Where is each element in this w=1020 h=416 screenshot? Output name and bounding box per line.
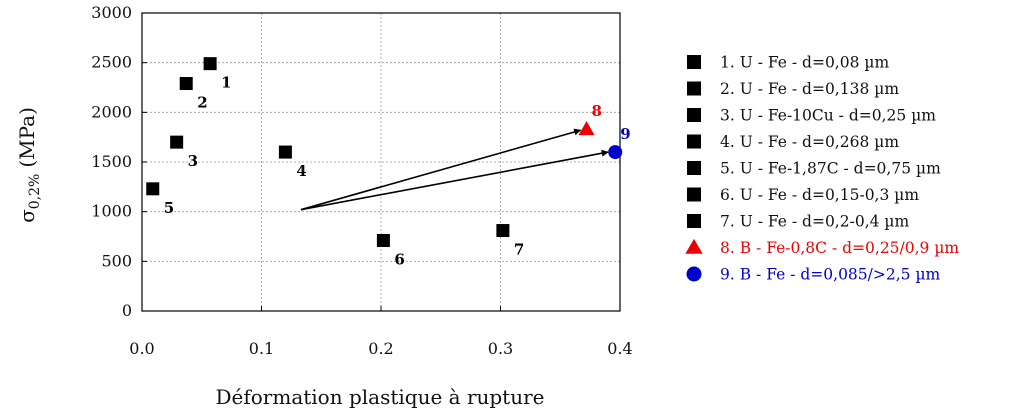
- x-tick-label: 0.4: [607, 339, 632, 358]
- data-point-8: [578, 121, 595, 136]
- y-axis-title-sub: 0,2%: [27, 174, 43, 210]
- point-label-7: 7: [514, 241, 524, 259]
- y-tick-label: 0: [122, 301, 132, 320]
- legend-entry-3: 3. U - Fe-10Cu - d=0,25 µm: [720, 107, 936, 125]
- y-axis-title: σ0,2% (MPa): [15, 107, 43, 223]
- x-axis-title: Déformation plastique à rupture: [215, 385, 544, 409]
- legend-marker-5: [687, 161, 701, 175]
- legend-entry-9: 9. B - Fe - d=0,085/>2,5 µm: [720, 266, 941, 284]
- point-label-1: 1: [221, 74, 231, 92]
- data-point-3: [170, 135, 184, 149]
- gridlines: [142, 13, 620, 311]
- annotation-arrows: [300, 128, 609, 211]
- data-point-4: [278, 145, 292, 159]
- point-label-9: 9: [620, 125, 630, 143]
- x-tick-label: 0.2: [368, 339, 393, 358]
- y-tick-label: 500: [101, 251, 132, 270]
- legend-entry-7: 7. U - Fe - d=0,2-0,4 µm: [720, 213, 909, 231]
- legend-marker-7: [687, 214, 701, 228]
- legend-marker-4: [687, 134, 701, 149]
- annotation-arrow: [300, 149, 609, 211]
- legend-entry-1: 1. U - Fe - d=0,08 µm: [720, 54, 889, 72]
- data-point-9: [608, 145, 623, 160]
- legend-marker-8: [685, 238, 703, 254]
- legend: 1. U - Fe - d=0,08 µm 2. U - Fe - d=0,138…: [685, 54, 959, 284]
- point-label-4: 4: [296, 162, 306, 180]
- y-axis-title-unit: (MPa): [15, 107, 39, 168]
- legend-entry-6: 6. U - Fe - d=0,15-0,3 µm: [720, 186, 919, 204]
- point-label-3: 3: [188, 152, 198, 170]
- legend-entry-5: 5. U - Fe-1,87C - d=0,75 µm: [720, 160, 941, 178]
- data-points: 12 3 4 5 6 7 89: [146, 57, 631, 268]
- y-tick-label: 2000: [91, 102, 132, 121]
- tick-labels: 0.0 0.1 0.2 0.3 0.4 0 500 1000 1500 2000 2500 3000: [91, 3, 632, 358]
- point-label-2: 2: [197, 94, 207, 112]
- y-tick-label: 2500: [91, 53, 132, 72]
- y-tick-label: 3000: [91, 3, 132, 22]
- point-label-8: 8: [592, 102, 602, 120]
- data-point-6: [376, 233, 390, 247]
- legend-entry-2: 2. U - Fe - d=0,138 µm: [720, 80, 899, 98]
- y-tick-label: 1000: [91, 202, 132, 221]
- legend-marker-9: [686, 266, 702, 282]
- legend-marker-1: [687, 55, 701, 69]
- data-point-1: [203, 57, 217, 71]
- data-point-7: [496, 224, 510, 238]
- point-label-5: 5: [164, 199, 174, 217]
- legend-marker-2: [687, 81, 701, 96]
- legend-entry-8: 8. B - Fe-0,8C - d=0,25/0,9 µm: [720, 239, 959, 257]
- point-label-6: 6: [394, 250, 404, 268]
- x-tick-label: 0.3: [488, 339, 513, 358]
- plot-frame: [141, 12, 621, 312]
- x-tick-label: 0.1: [249, 339, 274, 358]
- y-tick-label: 1500: [91, 152, 132, 171]
- annotation-arrow: [300, 128, 582, 211]
- data-point-5: [146, 182, 160, 196]
- data-point-2: [179, 77, 193, 91]
- x-tick-label: 0.0: [129, 339, 154, 358]
- y-axis-title-main: σ: [15, 209, 39, 223]
- legend-marker-6: [687, 187, 701, 202]
- legend-marker-3: [687, 108, 701, 122]
- legend-entry-4: 4. U - Fe - d=0,268 µm: [720, 133, 899, 151]
